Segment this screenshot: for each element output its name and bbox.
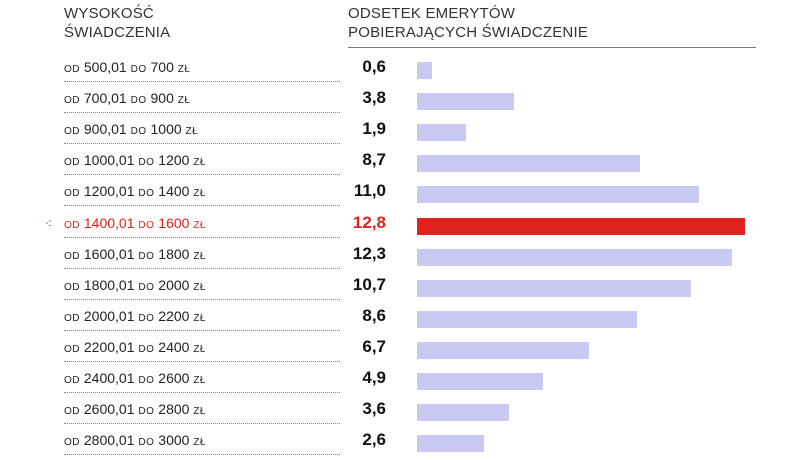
header-amount-label: WYSOKOŚĆ ŚWIADCZENIA <box>64 5 171 41</box>
chart-row: OD 1000,01 DO 1200 ZŁ 8,7 <box>0 149 805 180</box>
value-label: 8,6 <box>362 305 386 325</box>
category-label: OD 2200,01 DO 2400 ZŁ <box>64 338 206 355</box>
category-label: OD 1000,01 DO 1200 ZŁ <box>64 152 206 169</box>
category-label: OD 1600,01 DO 1800 ZŁ <box>64 245 206 262</box>
category-label: OD 2400,01 DO 2600 ZŁ <box>64 370 206 386</box>
chart-row: OD 500,01 DO 700 ZŁ 0,6 <box>0 56 805 87</box>
chart-row: OD 2000,01 DO 2200 ZŁ 8,6 <box>0 305 805 336</box>
bar <box>417 435 484 453</box>
chart-row: OD 1800,01 DO 2000 ZŁ 10,7 <box>0 274 805 305</box>
value-label: 3,6 <box>362 399 386 419</box>
value-label: 6,7 <box>362 336 386 356</box>
value-label: 8,7 <box>362 150 386 170</box>
bar <box>417 155 640 173</box>
leader-dots <box>64 112 340 114</box>
chart-row: OD 2400,01 DO 2600 ZŁ 4,9 <box>0 367 805 398</box>
chart-row: ⁖ OD 1400,01 DO 1600 ZŁ 12,8 <box>0 212 805 243</box>
category-label: OD 900,01 DO 1000 ZŁ <box>64 121 199 138</box>
value-label: 1,9 <box>362 119 386 139</box>
bar <box>417 186 699 204</box>
category-label: OD 500,01 DO 700 ZŁ <box>64 59 191 75</box>
leader-dots <box>64 174 340 176</box>
category-label: OD 2800,01 DO 3000 ZŁ <box>64 432 206 449</box>
leader-dots <box>64 360 340 362</box>
value-label: 3,8 <box>362 88 386 108</box>
bar <box>417 124 466 142</box>
highlight-marker: ⁖ <box>45 216 53 231</box>
value-label: 12,8 <box>352 212 386 232</box>
value-label: 10,7 <box>352 274 386 294</box>
chart-row: OD 2600,01 DO 2800 ZŁ 3,6 <box>0 398 805 429</box>
bar <box>417 217 745 235</box>
category-label: OD 700,01 DO 900 ZŁ <box>64 90 191 107</box>
chart-row: OD 1200,01 DO 1400 ZŁ 11,0 <box>0 180 805 211</box>
bar <box>417 404 510 422</box>
bar <box>417 93 515 111</box>
leader-dots <box>64 423 340 425</box>
chart-row: OD 1600,01 DO 1800 ZŁ 12,3 <box>0 243 805 274</box>
chart-row: OD 2200,01 DO 2400 ZŁ 6,7 <box>0 336 805 367</box>
chart-row: OD 900,01 DO 1000 ZŁ 1,9 <box>0 118 805 149</box>
bar <box>417 248 733 266</box>
category-label: OD 2600,01 DO 2800 ZŁ <box>64 401 206 418</box>
bar <box>417 62 433 79</box>
category-label: OD 1200,01 DO 1400 ZŁ <box>64 183 206 200</box>
leader-dots <box>64 143 340 145</box>
value-label: 12,3 <box>352 243 386 263</box>
leader-dots <box>64 392 340 393</box>
value-label: 11,0 <box>353 181 386 201</box>
chart-row: OD 700,01 DO 900 ZŁ 3,8 <box>0 87 805 118</box>
bar <box>417 310 638 328</box>
category-label: OD 1800,01 DO 2000 ZŁ <box>64 276 206 293</box>
value-label: 4,9 <box>362 368 386 387</box>
leader-dots <box>64 298 340 300</box>
leader-dots <box>64 267 340 269</box>
category-label: OD 1400,01 DO 1600 ZŁ <box>64 214 206 231</box>
leader-dots <box>64 454 340 456</box>
chart-row: OD 2800,01 DO 3000 ZŁ 2,6 <box>0 429 805 460</box>
leader-dots <box>64 205 340 207</box>
header-rule <box>348 47 756 48</box>
leader-dots <box>64 236 340 238</box>
bar <box>417 341 589 359</box>
category-label: OD 2000,01 DO 2200 ZŁ <box>64 307 206 324</box>
value-label: 2,6 <box>362 430 386 450</box>
leader-dots <box>64 81 340 82</box>
header-percent-label: ODSETEK EMERYTÓW POBIERAJĄCYCH ŚWIADCZEN… <box>348 5 589 41</box>
bar <box>417 279 692 297</box>
bar <box>417 373 543 390</box>
leader-dots <box>64 329 340 331</box>
value-label: 0,6 <box>362 57 386 76</box>
